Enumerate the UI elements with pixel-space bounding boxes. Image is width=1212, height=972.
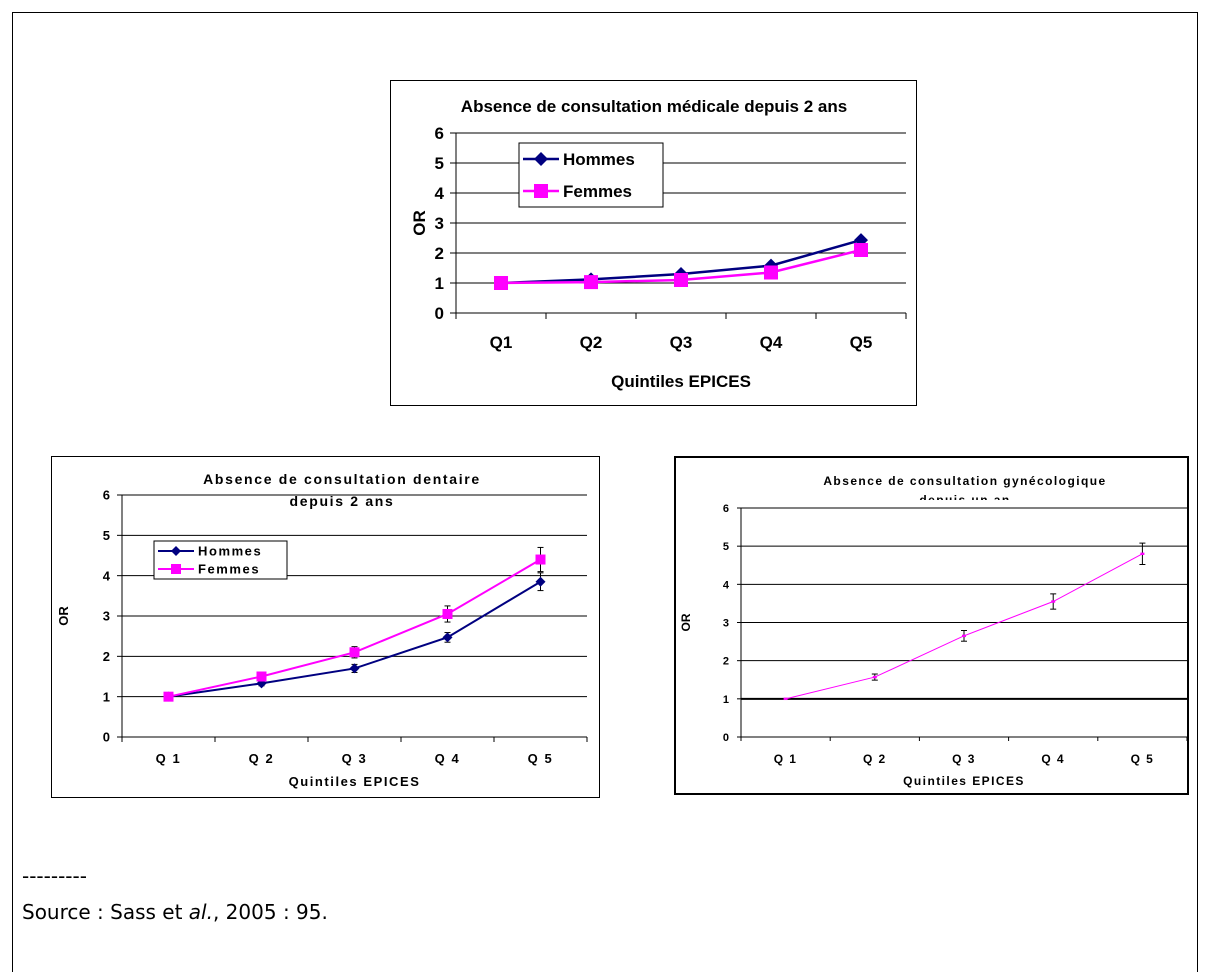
data-point	[494, 276, 508, 290]
data-point	[535, 576, 546, 587]
source-suffix: , 2005 : 95.	[212, 900, 328, 924]
x-tick-label: Q3	[670, 333, 693, 352]
chart-title-line: Absence de consultation dentaire	[203, 471, 481, 487]
y-tick-label: 3	[723, 617, 729, 629]
y-tick-label: 1	[435, 274, 444, 293]
legend-marker	[534, 184, 548, 198]
data-point	[1140, 552, 1145, 555]
data-point	[584, 275, 598, 290]
data-point	[783, 697, 788, 701]
y-tick-label: 5	[103, 528, 110, 543]
data-point	[256, 671, 267, 682]
chart-title-line: Absence de consultation gynécologique	[823, 474, 1106, 488]
x-tick-label: Q 5	[528, 751, 554, 766]
x-tick-label: Q 4	[1041, 752, 1065, 766]
x-tick-label: Q4	[760, 333, 783, 352]
x-tick-label: Q 3	[342, 751, 368, 766]
data-point	[1051, 600, 1056, 603]
y-tick-label: 4	[435, 184, 445, 203]
y-axis-label: OR	[679, 613, 693, 631]
data-point	[962, 634, 966, 638]
x-tick-label: Q 2	[863, 752, 887, 766]
data-point	[349, 663, 360, 674]
footnote-source: Source : Sass et al., 2005 : 95.	[22, 900, 328, 924]
chart-title-line: Absence de consultation médicale depuis …	[461, 97, 847, 116]
legend-label: Hommes	[198, 544, 262, 559]
legend-label: Femmes	[563, 182, 632, 201]
data-point	[349, 647, 360, 658]
y-tick-label: 4	[723, 579, 730, 591]
data-point	[163, 691, 174, 702]
source-italic: al.	[188, 900, 213, 924]
x-axis-label: Quintiles EPICES	[611, 372, 751, 391]
legend-marker	[171, 546, 181, 556]
y-tick-label: 6	[435, 124, 444, 143]
y-tick-label: 5	[435, 154, 444, 173]
series-line	[168, 558, 542, 698]
x-tick-label: Q 5	[1131, 752, 1155, 766]
y-tick-label: 3	[103, 609, 110, 624]
chart-title-line: depuis 2 ans	[290, 493, 395, 509]
chart-gyneco-svg: 0 1 2 3 4 5 6 Q 1 Q 2 Q 3 Q 4 Q 5 Absence de consult…	[679, 474, 1187, 788]
y-tick-label: 6	[103, 488, 110, 503]
series-line	[168, 580, 542, 698]
y-axis-label: OR	[56, 606, 71, 626]
legend-label: Hommes	[563, 150, 635, 169]
x-axis-label: Quintiles EPICES	[289, 774, 421, 789]
data-point	[442, 608, 453, 619]
y-tick-label: 1	[723, 694, 729, 706]
data-point	[764, 265, 778, 280]
footnote-separator: ---------	[22, 864, 87, 888]
legend-label: Femmes	[198, 562, 260, 577]
y-tick-label: 2	[435, 244, 444, 263]
data-point	[854, 243, 868, 257]
x-tick-label: Q 1	[774, 752, 798, 766]
x-axis-label: Quintiles EPICES	[903, 774, 1025, 788]
y-tick-label: 4	[103, 568, 111, 583]
chart-medical-consultation: 0 1 2 3 4 5 6 Q1 Q2 Q3 Q4 Q5 Absence de consultation…	[390, 80, 917, 406]
y-tick-label: 2	[723, 656, 729, 668]
x-tick-label: Q2	[580, 333, 603, 352]
y-axis-label: OR	[410, 210, 429, 236]
y-tick-label: 5	[723, 541, 729, 553]
data-point	[535, 554, 546, 565]
legend-marker	[534, 152, 548, 166]
chart-medical-svg: 0 1 2 3 4 5 6 Q1 Q2 Q3 Q4 Q5 Absence de consultation…	[410, 97, 907, 391]
y-tick-label: 2	[103, 649, 110, 664]
y-tick-label: 6	[723, 503, 729, 515]
y-tick-label: 0	[435, 304, 444, 323]
x-tick-label: Q 4	[435, 751, 461, 766]
x-tick-label: Q1	[490, 333, 513, 352]
data-point	[674, 273, 688, 287]
x-tick-label: Q 2	[249, 751, 275, 766]
x-tick-label: Q 3	[952, 752, 976, 766]
chart-title-line: depuis un an	[919, 493, 1010, 507]
chart-dental-svg: 0 1 2 3 4 5 6 Q 1 Q 2 Q 3 Q 4 Q 5 Absence de consult…	[56, 471, 588, 789]
data-point	[872, 675, 877, 679]
chart-dental-consultation: 0 1 2 3 4 5 6 Q 1 Q 2 Q 3 Q 4 Q 5 Absence de consult…	[51, 456, 600, 798]
y-tick-label: 0	[103, 730, 110, 745]
y-tick-label: 3	[435, 214, 444, 233]
y-tick-label: 1	[103, 689, 110, 704]
x-tick-label: Q5	[850, 333, 873, 352]
chart-gynecological-consultation: 0 1 2 3 4 5 6 Q 1 Q 2 Q 3 Q 4 Q 5 Absence de consult…	[674, 456, 1189, 795]
series-line	[785, 553, 1143, 700]
x-tick-label: Q 1	[156, 751, 182, 766]
data-point	[442, 632, 453, 643]
page-frame	[12, 12, 1198, 972]
legend-marker	[171, 564, 181, 574]
source-prefix: Source : Sass et	[22, 900, 189, 924]
y-tick-label: 0	[723, 732, 729, 744]
